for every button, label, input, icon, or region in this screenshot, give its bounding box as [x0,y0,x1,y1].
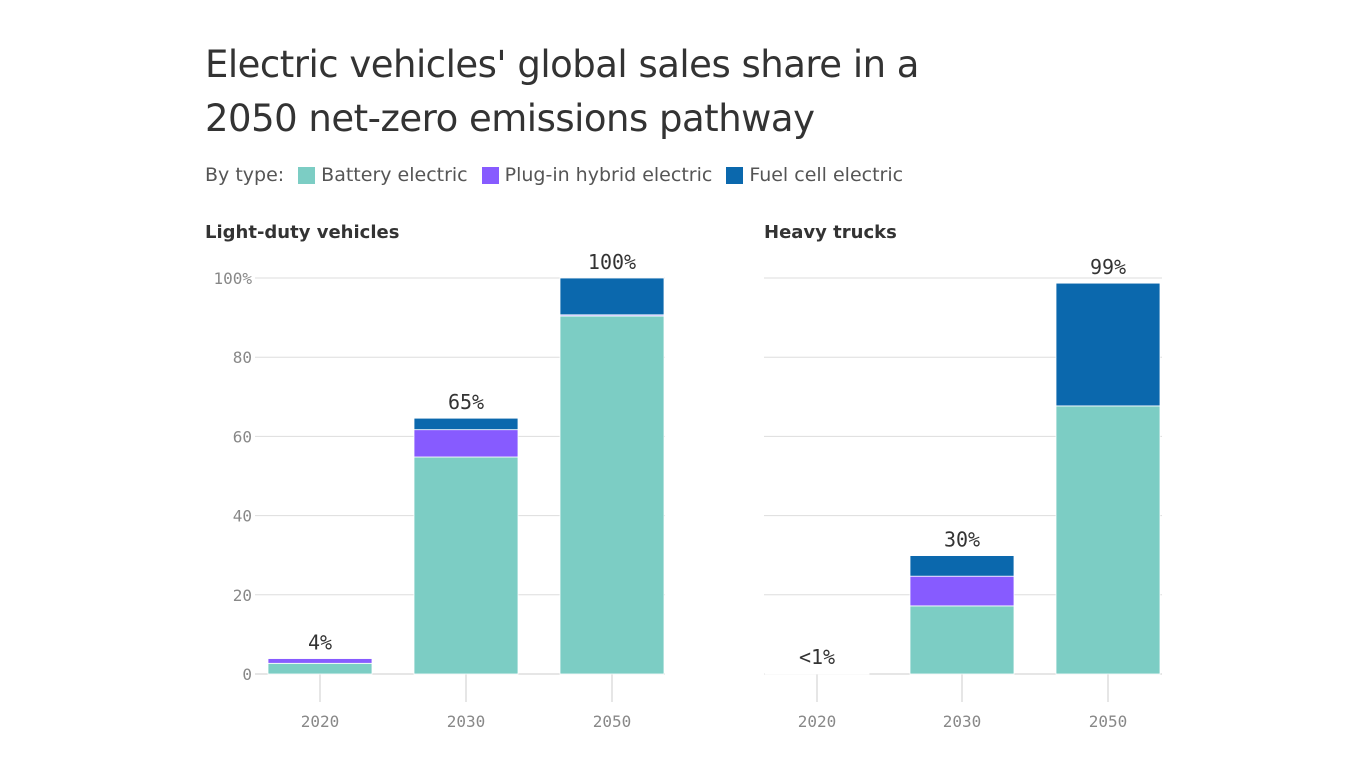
y-tick-label: 40 [233,507,252,526]
y-tick-label: 0 [242,665,252,684]
x-tick-label: 2030 [447,712,486,731]
x-tick-label: 2020 [301,712,340,731]
data-label: <1% [799,645,835,669]
legend-item-battery: Battery electric [298,164,468,186]
legend-item-fcev: Fuel cell electric [726,164,903,186]
legend-prefix: By type: [205,164,285,186]
bar-segment-fuel-cell-electric [1055,282,1161,407]
y-tick-label: 20 [233,586,252,605]
bar-segment-battery-electric [1055,405,1161,675]
bar-segment-fuel-cell-electric [559,277,665,316]
legend-label: Battery electric [321,164,468,186]
bar-segment-battery-electric [267,662,373,675]
chart-title: Electric vehicles' global sales share in… [205,43,919,140]
bar-segment-fuel-cell-electric [413,417,519,431]
x-tick-label: 2050 [593,712,632,731]
bar-segment-plug-in-hybrid-electric [413,429,519,458]
legend-swatch [726,166,744,184]
data-label: 65% [448,390,484,414]
bar-segment-battery-electric [909,605,1015,675]
legend-item-phev: Plug-in hybrid electric [481,164,713,186]
y-tick-label: 80 [233,348,252,367]
x-tick-label: 2030 [943,712,982,731]
legend: By type: Battery electric Plug-in hybrid… [205,164,903,186]
panel-title: Heavy trucks [764,222,897,243]
y-tick-label: 100% [213,269,252,288]
panel-title: Light-duty vehicles [205,222,399,243]
bar-segment-plug-in-hybrid-electric [267,658,373,664]
bar-segment-battery-electric [413,456,519,675]
legend-swatch [481,166,499,184]
data-label: 99% [1090,255,1126,279]
bar-segment-battery-electric [559,315,665,675]
bar-segment-battery-electric [764,672,870,675]
bar-segment-plug-in-hybrid-electric [909,575,1015,607]
data-label: 100% [588,250,636,274]
x-tick-label: 2050 [1089,712,1128,731]
bar-segment-fuel-cell-electric [909,555,1015,577]
data-label: 4% [308,631,332,655]
legend-swatch [298,166,316,184]
y-tick-label: 60 [233,427,252,446]
data-label: 30% [944,528,980,552]
legend-label: Plug-in hybrid electric [504,164,713,186]
x-tick-label: 2020 [798,712,837,731]
legend-label: Fuel cell electric [749,164,904,186]
